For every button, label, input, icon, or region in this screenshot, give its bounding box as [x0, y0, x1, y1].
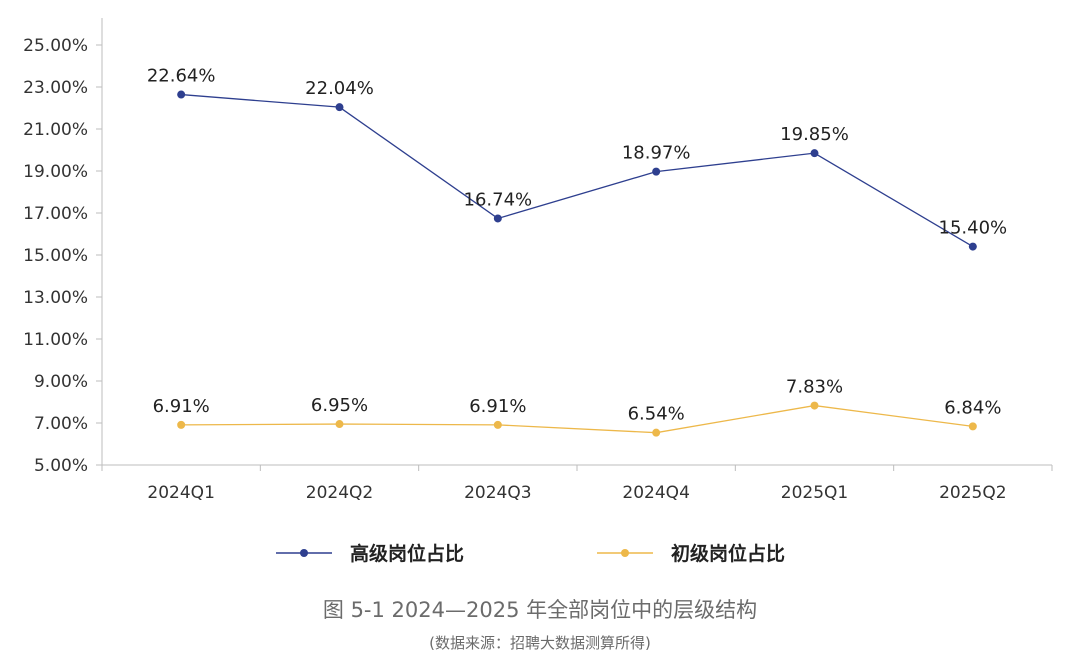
x-axis-ticks: 2024Q1 2024Q2 2024Q3 2024Q4 2025Q1 2025Q2	[101, 465, 1053, 503]
x-tick-label: 2024Q3	[464, 483, 531, 503]
data-point	[652, 167, 661, 176]
data-label: 15.40%	[939, 218, 1008, 239]
data-point	[810, 149, 819, 158]
data-label: 6.91%	[469, 396, 526, 417]
data-point	[810, 401, 819, 410]
y-tick-label: 11.00%	[23, 330, 88, 350]
data-point	[177, 90, 186, 99]
data-label: 6.84%	[944, 397, 1001, 418]
data-point	[335, 420, 344, 429]
line-chart: 5.00% 7.00% 9.00% 11.00% 13.00% 15.00% 17.00% 1…	[23, 18, 1053, 565]
y-tick-label: 15.00%	[23, 246, 88, 266]
y-tick-label: 21.00%	[23, 120, 88, 140]
legend-marker	[621, 549, 629, 557]
data-label: 22.04%	[305, 78, 374, 99]
data-point	[177, 420, 186, 429]
legend-item: 初级岗位占比	[597, 542, 785, 565]
series-1: 22.64% 22.04% 16.74% 18.97% 19.85% 15.40%	[147, 66, 1007, 251]
y-tick-label: 17.00%	[23, 204, 88, 224]
series-line	[181, 93, 974, 248]
data-label: 6.95%	[311, 395, 368, 416]
figure-title: 图 5-1 2024—2025 年全部岗位中的层级结构	[322, 598, 758, 622]
data-label: 22.64%	[147, 66, 216, 87]
data-point	[335, 103, 344, 112]
data-label: 6.91%	[153, 396, 210, 417]
series-2: 6.91% 6.95% 6.91% 6.54% 7.83% 6.84%	[153, 377, 1001, 437]
data-label: 6.54%	[628, 404, 685, 425]
y-tick-label: 19.00%	[23, 162, 88, 182]
legend-label: 高级岗位占比	[350, 542, 464, 565]
data-label: 18.97%	[622, 143, 691, 164]
data-point	[493, 214, 502, 223]
data-label: 19.85%	[780, 124, 849, 145]
legend-marker	[300, 549, 308, 557]
data-point	[968, 242, 977, 251]
y-tick-label: 25.00%	[23, 36, 88, 56]
x-tick-label: 2025Q1	[781, 483, 848, 503]
x-tick-label: 2024Q4	[622, 483, 689, 503]
series-line	[181, 404, 973, 434]
figure-source: (数据来源：招聘大数据测算所得)	[429, 634, 651, 652]
legend-label: 初级岗位占比	[671, 542, 785, 565]
y-tick-label: 23.00%	[23, 78, 88, 98]
data-label: 16.74%	[464, 189, 533, 210]
data-point	[493, 420, 502, 429]
y-tick-label: 7.00%	[34, 414, 88, 434]
data-label: 7.83%	[786, 377, 843, 398]
y-axis-ticks: 5.00% 7.00% 9.00% 11.00% 13.00% 15.00% 17.00% 1…	[23, 36, 102, 476]
data-point	[652, 428, 661, 437]
x-tick-label: 2025Q2	[939, 483, 1006, 503]
data-point	[968, 422, 977, 431]
y-tick-label: 5.00%	[34, 456, 88, 476]
legend-item: 高级岗位占比	[276, 542, 464, 565]
legend: 高级岗位占比 初级岗位占比	[276, 542, 785, 565]
y-tick-label: 13.00%	[23, 288, 88, 308]
x-tick-label: 2024Q1	[147, 483, 214, 503]
x-tick-label: 2024Q2	[306, 483, 373, 503]
series-layer: 22.64% 22.04% 16.74% 18.97% 19.85% 15.40% 6.91…	[147, 66, 1007, 437]
y-tick-label: 9.00%	[34, 372, 88, 392]
